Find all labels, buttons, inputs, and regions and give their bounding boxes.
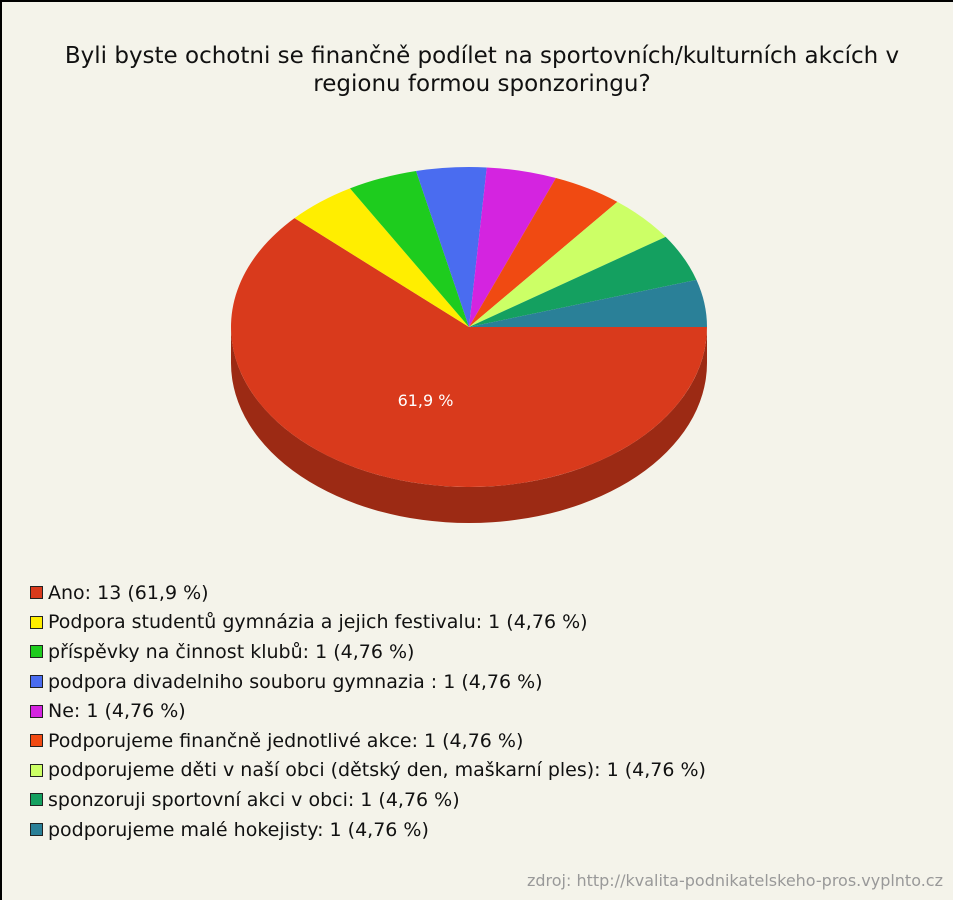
legend-item: Podpora studentů gymnázia a jejich festi…	[30, 608, 706, 638]
legend-item: Podporujeme finančně jednotlivé akce: 1 …	[30, 726, 706, 756]
legend-label: podporujeme děti v naší obci (dětský den…	[48, 759, 706, 782]
legend-swatch	[30, 675, 43, 689]
slice	[469, 178, 618, 327]
slice	[416, 167, 487, 327]
legend-swatch	[30, 615, 43, 629]
slice	[469, 201, 666, 327]
slice	[469, 236, 697, 327]
legend-item: Ano: 13 (61,9 %)	[30, 578, 706, 608]
legend-label: příspěvky na činnost klubů: 1 (4,76 %)	[48, 640, 415, 663]
legend-swatch	[30, 704, 43, 718]
slice-side	[231, 327, 707, 523]
legend-swatch	[30, 793, 43, 807]
slice	[231, 218, 707, 487]
legend: Ano: 13 (61,9 %) Podpora studentů gymnázi…	[30, 578, 706, 844]
legend-swatch	[30, 823, 43, 837]
legend-label: podpora divadelniho souboru gymnazia : 1…	[48, 670, 543, 693]
legend-swatch	[30, 645, 43, 659]
legend-item: podporujeme děti v naší obci (dětský den…	[30, 756, 706, 786]
slice	[469, 167, 556, 327]
legend-item: podpora divadelniho souboru gymnazia : 1…	[30, 667, 706, 697]
source: zdroj: http://kvalita-podnikatelskeho-pr…	[526, 871, 943, 890]
legend-item: sponzoruji sportovní akci v obci: 1 (4,7…	[30, 785, 706, 815]
legend-item: Ne: 1 (4,76 %)	[30, 696, 706, 726]
legend-swatch	[30, 586, 43, 600]
legend-label: podporujeme malé hokejisty: 1 (4,76 %)	[48, 818, 429, 841]
legend-label: Ano: 13 (61,9 %)	[48, 581, 209, 604]
legend-label: Ne: 1 (4,76 %)	[48, 700, 186, 723]
pie: 61,9 %	[231, 167, 707, 523]
chart-title: Byli byste ochotni se finančně podílet n…	[64, 43, 900, 97]
legend-item: podporujeme malé hokejisty: 1 (4,76 %)	[30, 815, 706, 845]
value-label: 61,9 %	[398, 391, 454, 410]
legend-label: Podporujeme finančně jednotlivé akce: 1 …	[48, 729, 524, 752]
legend-swatch	[30, 763, 43, 777]
legend-swatch	[30, 734, 43, 748]
legend-item: příspěvky na činnost klubů: 1 (4,76 %)	[30, 637, 706, 667]
legend-label: Podpora studentů gymnázia a jejich festi…	[48, 611, 588, 634]
slice	[294, 188, 469, 327]
legend-label: sponzoruji sportovní akci v obci: 1 (4,7…	[48, 788, 460, 811]
slice	[469, 279, 707, 327]
slice	[350, 171, 469, 327]
